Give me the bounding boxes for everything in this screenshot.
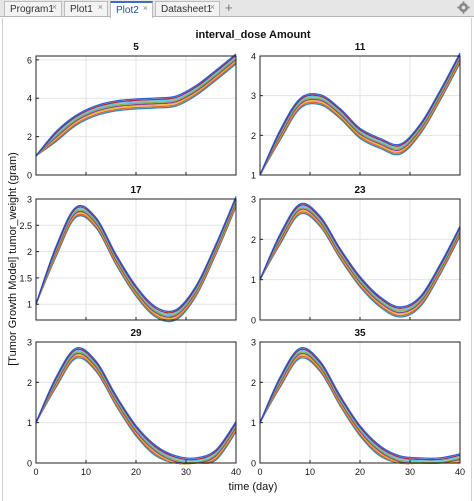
subplot-title: 17	[130, 185, 142, 196]
tab-plot1[interactable]: Plot1 ×	[64, 1, 108, 16]
tab-datasheet1[interactable]: Datasheet1 ×	[155, 1, 220, 16]
series-line	[35, 53, 237, 157]
gear-icon[interactable]	[457, 1, 470, 14]
series-line	[259, 62, 461, 176]
series-line	[35, 347, 237, 459]
figure-title: interval_dose Amount	[195, 29, 310, 41]
series-line	[35, 56, 237, 157]
y-tick-label: 0	[27, 171, 32, 181]
y-tick-label: 3	[251, 338, 256, 348]
x-tick-label: 20	[131, 467, 141, 477]
y-tick-label: 2	[27, 132, 32, 142]
subplot-title: 23	[354, 185, 366, 196]
window-frame-left	[2, 18, 3, 501]
series-line	[259, 208, 461, 314]
subplot-title: 35	[354, 328, 366, 339]
y-tick-label: 1	[27, 418, 32, 428]
series-line	[259, 212, 461, 318]
series-line	[259, 54, 461, 176]
close-tab-icon[interactable]: ×	[209, 2, 215, 12]
y-tick-label: 2.5	[19, 221, 32, 231]
close-tab-icon[interactable]: ×	[97, 2, 103, 12]
series-line	[259, 204, 461, 309]
y-tick-label: 1	[27, 300, 32, 310]
series-line	[35, 348, 237, 461]
series-line	[259, 55, 461, 176]
y-tick-label: 0	[251, 316, 256, 326]
series-line	[259, 59, 461, 176]
series-line	[259, 347, 461, 459]
series-line	[259, 58, 461, 176]
y-tick-label: 3	[27, 195, 32, 205]
series-line	[35, 196, 237, 313]
tab-bar: Program1 × Plot1 × Plot2 × Datasheet1 × +	[0, 0, 474, 18]
y-tick-label: 3	[251, 91, 256, 101]
series-line	[35, 349, 237, 462]
tab-label: Datasheet1	[161, 3, 213, 15]
series-line	[35, 352, 237, 465]
y-tick-label: 4	[251, 52, 256, 62]
y-tick-label: 1.5	[19, 273, 32, 283]
series-line	[35, 63, 237, 157]
y-tick-label: 3	[251, 195, 256, 205]
tab-label: Plot2	[116, 5, 139, 16]
x-tick-label: 40	[231, 467, 241, 477]
tab-label: Plot1	[70, 3, 93, 15]
subplot-title: 29	[130, 328, 142, 339]
window-frame-right	[471, 18, 472, 501]
series-line	[35, 57, 237, 157]
series-line	[259, 349, 461, 462]
x-tick-label: 0	[33, 467, 38, 477]
x-axis-label: time (day)	[229, 481, 278, 493]
series-line	[259, 209, 461, 315]
x-tick-label: 10	[305, 467, 315, 477]
series-line	[259, 52, 461, 176]
tab-label: Program1	[10, 3, 54, 15]
x-tick-label: 30	[405, 467, 415, 477]
series-line	[259, 207, 461, 312]
y-tick-label: 2	[27, 378, 32, 388]
tab-plot2[interactable]: Plot2 ×	[110, 1, 153, 18]
series-line	[259, 56, 461, 176]
series-line	[259, 348, 461, 461]
subplot-title: 5	[133, 42, 139, 53]
y-tick-label: 3	[27, 338, 32, 348]
figure-canvas: interval_dose Amount time (day) [Tumor Gro…	[7, 29, 465, 493]
series-line	[259, 61, 461, 176]
y-tick-label: 6	[27, 55, 32, 65]
series-line	[259, 202, 461, 308]
x-tick-label: 40	[455, 467, 465, 477]
y-tick-label: 2	[27, 247, 32, 257]
x-tick-label: 20	[355, 467, 365, 477]
y-tick-label: 2	[251, 131, 256, 141]
series-line	[35, 60, 237, 157]
x-tick-label: 30	[181, 467, 191, 477]
y-tick-label: 1	[251, 418, 256, 428]
y-tick-label: 0	[251, 459, 256, 469]
x-tick-label: 10	[81, 467, 91, 477]
x-tick-label: 0	[257, 467, 262, 477]
subplot-title: 11	[355, 42, 366, 53]
y-tick-label: 2	[251, 235, 256, 245]
close-tab-icon[interactable]: ×	[51, 2, 57, 12]
add-tab-icon[interactable]: +	[225, 0, 233, 15]
close-tab-icon[interactable]: ×	[142, 3, 148, 13]
y-tick-label: 1	[251, 171, 256, 181]
series-line	[35, 54, 237, 157]
series-line	[259, 205, 461, 311]
y-tick-label: 1	[251, 275, 256, 285]
series-line	[35, 59, 237, 157]
series-line	[35, 351, 237, 464]
y-tick-label: 2	[251, 378, 256, 388]
y-tick-label: 4	[27, 94, 32, 104]
series-line	[35, 61, 237, 157]
series-line	[35, 197, 237, 314]
series-line	[259, 211, 461, 317]
y-axis-label: [Tumor Growth Model] tumor_weight (gram)	[7, 152, 19, 366]
tab-program1[interactable]: Program1 ×	[4, 1, 62, 16]
y-tick-label: 0	[27, 459, 32, 469]
